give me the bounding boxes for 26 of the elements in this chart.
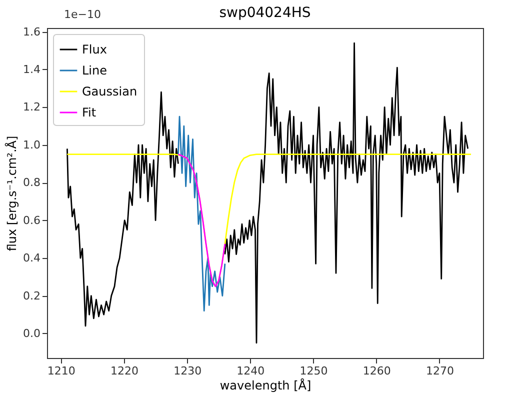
y-axis-title: flux [erg.s⁻¹.cm².Å] — [4, 136, 20, 252]
legend-label: Line — [82, 64, 108, 78]
chart-title: swp04024HS — [219, 4, 311, 21]
x-tick-label: 1240 — [236, 364, 265, 378]
y-tick-label: 1.2 — [23, 100, 40, 114]
x-tick-label: 1230 — [174, 364, 202, 378]
line-series — [178, 154, 226, 288]
legend-label: Gaussian — [82, 84, 138, 98]
x-axis-title: wavelength [Å] — [220, 378, 312, 392]
text: 1e−10 — [64, 8, 101, 21]
x-tick-label: 1210 — [47, 364, 76, 378]
y-tick-label: 0.2 — [23, 289, 40, 302]
x-tick-label: 1260 — [362, 364, 391, 378]
line-series — [178, 116, 226, 312]
legend-label: Fit — [82, 106, 96, 120]
y-tick-label: 1.0 — [23, 138, 40, 152]
y-tick-label: 1.6 — [23, 25, 40, 38]
y-tick-label: 0.4 — [23, 252, 40, 265]
x-tick-label: 1220 — [110, 364, 138, 378]
legend-label: Flux — [82, 42, 107, 56]
y-tick-label: 0.0 — [23, 326, 40, 340]
x-tick-label: 1270 — [426, 364, 454, 378]
y-tick-label: 0.8 — [23, 176, 40, 190]
y-tick-label: 0.6 — [23, 214, 40, 227]
y-tick-label: 1.4 — [23, 62, 40, 76]
x-tick-label: 1250 — [300, 364, 328, 378]
